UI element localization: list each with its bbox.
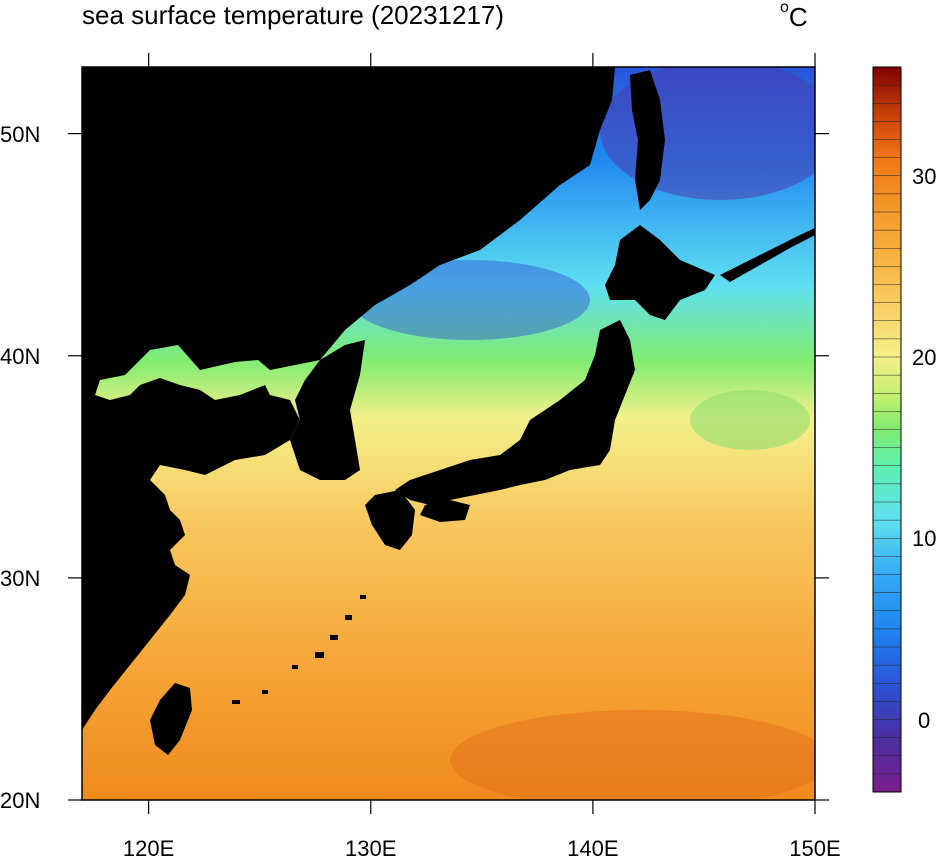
colorbar-label: 20 (912, 345, 937, 370)
unit-label: oC (780, 0, 808, 33)
plot-frame (81, 66, 816, 801)
x-tick-label: 130E (345, 836, 397, 861)
y-tick-label: 40N (0, 343, 41, 369)
land-sakhalin (630, 70, 665, 210)
x-tick-label: 150E (789, 836, 841, 861)
chart-title: sea surface temperature (20231217) (82, 0, 505, 30)
y-tick-label: 30N (0, 565, 41, 591)
degree-sign: o (780, 0, 789, 17)
x-tick-label: 140E (567, 836, 619, 861)
colorbar (872, 66, 902, 793)
land-hokkaido (605, 225, 715, 320)
land-shikoku (420, 500, 470, 522)
colorbar-label: 0 (918, 707, 931, 733)
colorbar-label: 10 (912, 526, 937, 552)
colorbar-frame (872, 66, 902, 793)
colorbar-label: 30 (912, 163, 937, 189)
sst-field (82, 67, 815, 800)
land-taiwan (150, 683, 192, 755)
land-korea (290, 340, 365, 480)
unit-symbol: C (788, 2, 808, 32)
land-ryukyu (232, 595, 366, 704)
x-tick-label: 120E (122, 836, 175, 861)
kuroshio-extension-front (690, 390, 810, 450)
warm-pool (450, 710, 815, 800)
y-tick-label: 50N (0, 121, 41, 147)
axis-ticks (68, 53, 829, 814)
land-asia (82, 67, 615, 730)
land-kuril (720, 228, 815, 282)
land-honshu (395, 320, 635, 505)
y-tick-label: 20N (0, 788, 41, 813)
land-kyushu (365, 490, 415, 550)
